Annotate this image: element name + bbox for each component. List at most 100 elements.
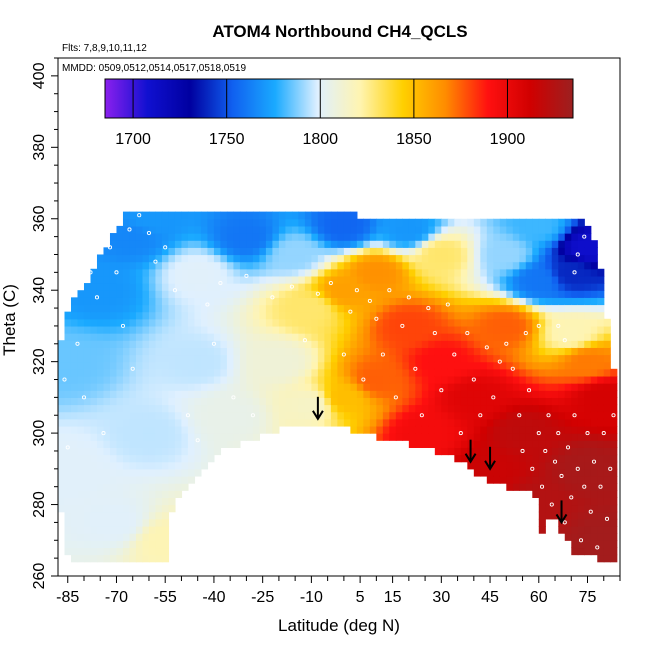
heatmap-cell <box>233 397 241 406</box>
heatmap-cell <box>161 268 170 277</box>
heatmap-cell <box>174 361 183 370</box>
heatmap-cell <box>291 283 299 291</box>
heatmap-cell <box>272 254 280 263</box>
heatmap-cell <box>590 425 598 434</box>
heatmap-cell <box>610 375 618 384</box>
heatmap-cell <box>577 475 585 484</box>
heatmap-cell <box>558 261 566 270</box>
heatmap-cell <box>467 240 475 248</box>
heatmap-cell <box>77 425 85 434</box>
heatmap-cell <box>129 211 137 220</box>
heatmap-cell <box>116 347 124 356</box>
heatmap-cell <box>538 525 546 534</box>
heatmap-cell <box>532 433 540 441</box>
heatmap-cell <box>194 318 202 327</box>
heatmap-cell <box>603 333 611 341</box>
heatmap-cell <box>428 275 436 284</box>
heatmap-cell <box>129 325 137 334</box>
heatmap-cell <box>142 354 150 363</box>
heatmap-cell <box>155 411 163 420</box>
heatmap-cell <box>64 497 72 506</box>
heatmap-cell <box>200 454 209 463</box>
heatmap-cell <box>70 554 79 563</box>
heatmap-cell <box>103 525 111 534</box>
heatmap-cell <box>148 318 157 327</box>
heatmap-cell <box>148 518 157 527</box>
heatmap-cell <box>590 347 598 356</box>
heatmap-cell <box>584 425 592 434</box>
heatmap-cell <box>532 347 540 356</box>
heatmap-cell <box>58 418 66 427</box>
heatmap-cell <box>239 347 248 356</box>
heatmap-cell <box>376 390 384 398</box>
heatmap-cell <box>155 483 163 491</box>
heatmap-cell <box>64 468 72 477</box>
heatmap-cell <box>161 261 170 270</box>
heatmap-cell <box>538 354 546 363</box>
heatmap-cell <box>532 461 540 470</box>
heatmap-cell <box>265 375 274 384</box>
observation-point <box>591 459 597 464</box>
heatmap-cell <box>337 290 345 298</box>
heatmap-cell <box>207 233 215 241</box>
heatmap-cell <box>551 297 559 306</box>
heatmap-cell <box>174 454 183 463</box>
heatmap-cell <box>129 290 137 298</box>
heatmap-cell <box>382 375 390 384</box>
observation-point <box>400 323 405 328</box>
heatmap-cell <box>58 468 66 477</box>
heatmap-cell <box>584 233 592 241</box>
heatmap-cell <box>161 297 170 306</box>
heatmap-cell <box>155 254 163 263</box>
heatmap-cell <box>577 347 585 356</box>
heatmap-cell <box>70 518 79 527</box>
heatmap-cell <box>441 318 449 327</box>
heatmap-cell <box>187 268 196 277</box>
heatmap-cell <box>324 268 332 277</box>
heatmap-cell <box>324 375 332 384</box>
heatmap-cell <box>356 297 364 306</box>
observation-point <box>185 413 190 418</box>
heatmap-cell <box>83 433 92 441</box>
observation-point <box>539 484 545 489</box>
heatmap-cell <box>213 283 222 291</box>
y-tick-label: 300 <box>31 420 48 447</box>
heatmap-cell <box>421 440 429 448</box>
heatmap-cell <box>116 290 124 298</box>
heatmap-cell <box>142 233 150 241</box>
heatmap-cell <box>155 554 163 563</box>
heatmap-cell <box>408 233 416 241</box>
heatmap-cell <box>356 397 364 406</box>
heatmap-cell <box>239 240 248 248</box>
heatmap-cell <box>174 240 183 248</box>
heatmap-cell <box>434 347 442 356</box>
heatmap-cell <box>343 247 351 256</box>
heatmap-cell <box>142 525 150 534</box>
heatmap-cell <box>103 268 111 277</box>
heatmap-cell <box>512 447 520 456</box>
heatmap-cell <box>506 247 514 256</box>
heatmap-cell <box>226 283 235 291</box>
heatmap-cell <box>363 240 371 248</box>
heatmap-cell <box>58 361 66 370</box>
heatmap-cell <box>597 318 605 327</box>
heatmap-cell <box>551 268 559 277</box>
heatmap-cell <box>467 375 475 384</box>
heatmap-cell <box>90 454 98 463</box>
heatmap-cell <box>96 447 105 456</box>
heatmap-cell <box>428 304 436 313</box>
heatmap-cell <box>493 225 501 234</box>
heatmap-cell <box>259 383 267 391</box>
heatmap-cell <box>330 261 338 270</box>
heatmap-cell <box>584 333 592 341</box>
heatmap-cell <box>473 297 481 306</box>
heatmap-cell <box>350 254 358 263</box>
heatmap-cell <box>538 418 546 427</box>
heatmap-cell <box>142 340 150 348</box>
heatmap-cell <box>551 254 559 263</box>
heatmap-cell <box>174 390 183 398</box>
heatmap-cell <box>467 283 475 291</box>
heatmap-cell <box>584 504 592 513</box>
heatmap-cell <box>395 433 403 441</box>
